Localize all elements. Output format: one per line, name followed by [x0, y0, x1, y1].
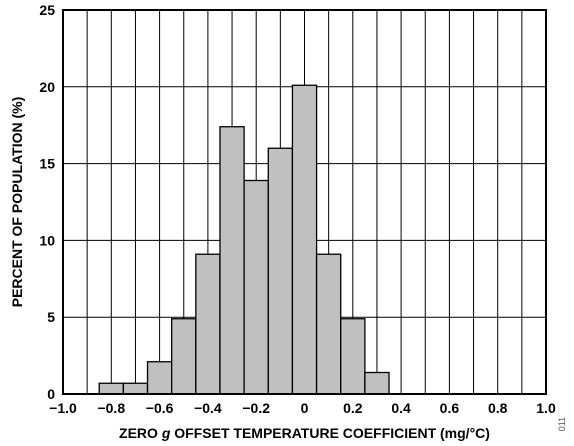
x-tick-label-2: −0.6 — [146, 400, 174, 416]
x-axis-title: ZERO g OFFSET TEMPERATURE COEFFICIENT (m… — [119, 425, 490, 441]
histogram-bar-2 — [146, 361, 173, 395]
histogram-bar-7 — [267, 147, 294, 395]
x-tick-label-6: 0.2 — [343, 400, 363, 416]
histogram-bar-9 — [315, 253, 342, 395]
x-axis-title-part-3: OFFSET TEMPERATURE COEFFICIENT (mg/°C) — [170, 425, 490, 441]
x-axis-title-part-1: ZERO — [119, 425, 162, 441]
x-tick-label-4: −0.2 — [242, 400, 270, 416]
y-tick-label-1: 5 — [47, 309, 55, 325]
x-tick-label-1: −0.8 — [97, 400, 125, 416]
x-tick-label-9: 0.8 — [488, 400, 508, 416]
histogram-bar-1 — [122, 382, 149, 395]
histogram-bar-4 — [195, 253, 221, 395]
y-tick-label-5: 25 — [39, 2, 55, 18]
y-tick-label-0: 0 — [47, 386, 55, 402]
y-axis-title: PERCENT OF POPULATION (%) — [9, 97, 25, 308]
y-tick-label-3: 15 — [39, 156, 55, 172]
x-tick-label-10: 1.0 — [536, 400, 556, 416]
x-tick-label-8: 0.6 — [440, 400, 460, 416]
x-tick-label-3: −0.4 — [194, 400, 222, 416]
histogram-bar-11 — [364, 371, 390, 395]
histogram-bar-0 — [98, 382, 125, 395]
y-tick-labels: 0 5 10 15 20 25 — [39, 2, 55, 402]
x-axis-title-part-2: g — [161, 425, 171, 441]
grid-lines — [63, 10, 546, 394]
x-tick-label-7: 0.4 — [391, 400, 411, 416]
plot-frame — [62, 9, 547, 395]
histogram-bar-3 — [171, 318, 197, 395]
x-tick-label-0: −1.0 — [49, 400, 77, 416]
x-tick-labels: −1.0 −0.8 −0.6 −0.4 −0.2 0 0.2 0.4 0.6 0.8 1.0 — [49, 400, 556, 416]
histogram-bar-10 — [340, 318, 366, 395]
figure-number: 011 — [557, 417, 567, 431]
histogram-bar-6 — [243, 179, 269, 395]
histogram-bar-5 — [219, 126, 245, 395]
histogram-bars — [98, 84, 390, 395]
y-tick-label-2: 10 — [39, 232, 55, 248]
x-tick-label-5: 0 — [301, 400, 309, 416]
y-tick-label-4: 20 — [39, 79, 55, 95]
histogram-bar-8 — [291, 84, 318, 395]
